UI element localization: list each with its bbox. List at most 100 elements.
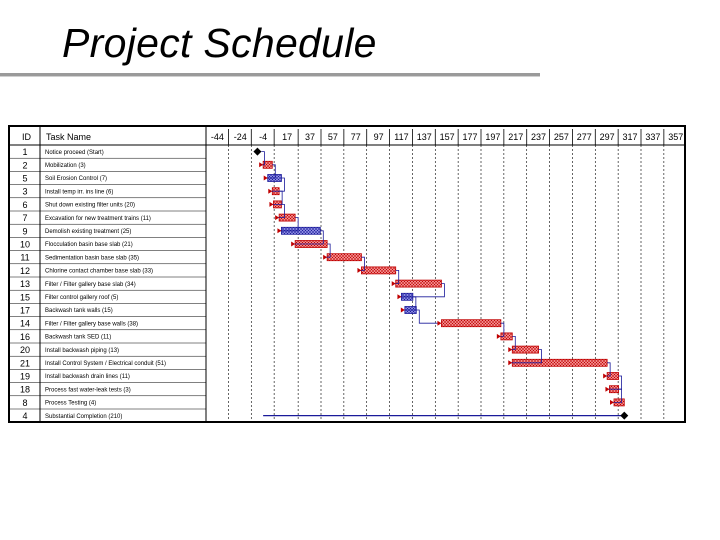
dependency-arrow xyxy=(400,307,405,313)
task-id: 16 xyxy=(20,332,30,342)
task-id: 20 xyxy=(20,345,30,355)
completion-milestone xyxy=(620,411,629,420)
dependency-link xyxy=(510,336,516,350)
x-tick-label: 197 xyxy=(485,132,500,142)
dependency-link xyxy=(605,362,611,377)
dependency-arrow xyxy=(275,215,280,221)
x-tick-label: 277 xyxy=(577,132,592,142)
task-id: 13 xyxy=(20,279,30,289)
critical-task-bar xyxy=(361,266,397,275)
x-tick-label: 257 xyxy=(554,132,569,142)
task-name: Process fast water-leak tests (3) xyxy=(45,387,131,393)
dependency-link xyxy=(393,270,400,284)
task-name: Filter / Filter gallery base slab (34) xyxy=(45,282,136,288)
task-id: 8 xyxy=(22,398,27,408)
task-id: 10 xyxy=(20,240,30,250)
dependency-link xyxy=(293,230,324,245)
x-tick-label: 37 xyxy=(305,132,315,142)
dependency-link xyxy=(265,164,276,179)
task-id: 21 xyxy=(20,358,30,368)
dependency-link xyxy=(498,322,505,337)
task-id: 12 xyxy=(20,266,30,276)
dependency-link xyxy=(271,190,283,205)
dependency-link xyxy=(270,177,285,192)
task-name: Flocculation basin base slab (21) xyxy=(45,242,133,248)
task-name: Filter control gallery roof (5) xyxy=(45,295,118,301)
milestone-marker xyxy=(253,147,262,156)
task-column-header: Task Name xyxy=(46,132,91,142)
dependency-arrow xyxy=(610,399,614,405)
task-name: Install temp irr. ins line (6) xyxy=(45,189,113,195)
x-tick-label: 77 xyxy=(351,132,361,142)
critical-task-bar xyxy=(511,345,539,354)
task-id: 4 xyxy=(22,411,27,421)
x-tick-label: -4 xyxy=(259,132,267,142)
x-tick-label: -44 xyxy=(211,132,224,142)
dependency-link xyxy=(510,349,542,364)
task-id: 17 xyxy=(20,306,30,316)
x-tick-label: 17 xyxy=(282,132,292,142)
task-name: Process Testing (4) xyxy=(45,401,96,407)
task-id: 9 xyxy=(22,226,27,236)
task-id: 15 xyxy=(20,292,30,302)
dependency-arrow xyxy=(263,175,268,181)
critical-task-bar xyxy=(395,279,442,288)
dependency-arrow xyxy=(268,188,273,194)
dependency-link xyxy=(325,243,331,258)
dependency-link xyxy=(416,309,440,324)
title-divider xyxy=(0,73,540,77)
task-id: 18 xyxy=(20,385,30,395)
dependency-arrow xyxy=(603,373,608,379)
task-id: 6 xyxy=(22,200,27,210)
critical-task-bar xyxy=(441,319,502,328)
task-name: Substantial Completion (210) xyxy=(45,414,122,420)
x-tick-label: -24 xyxy=(234,132,247,142)
dependency-arrow xyxy=(277,228,282,234)
task-name: Sedimentation basin base slab (35) xyxy=(45,255,139,261)
dependency-link xyxy=(277,204,285,218)
dependency-arrow xyxy=(291,241,296,247)
task-id: 5 xyxy=(22,174,27,184)
page-title: Project Schedule xyxy=(62,20,377,66)
x-tick-label: 297 xyxy=(600,132,615,142)
gantt-svg: ID Task Name -44 -24 -4 17 37 57 77 97 117 137 157 17… xyxy=(10,127,684,421)
dependency-link xyxy=(399,283,445,298)
dependency-link xyxy=(607,375,622,390)
x-tick-label: 217 xyxy=(508,132,523,142)
task-name: Install Control System / Electrical cond… xyxy=(45,361,166,367)
dependency-arrow xyxy=(605,386,610,392)
x-tick-label: 57 xyxy=(328,132,338,142)
task-id: 14 xyxy=(20,319,30,329)
task-id: 19 xyxy=(20,372,30,382)
task-id: 7 xyxy=(22,213,27,223)
task-name: Backwash tank SED (11) xyxy=(45,335,111,341)
task-name: Notice proceed (Start) xyxy=(45,150,104,156)
task-name: Excavation for new treatment trains (11) xyxy=(45,216,151,222)
task-name: Demolish existing treatment (25) xyxy=(45,229,131,235)
dependency-arrow xyxy=(508,347,513,353)
x-tick-label: 237 xyxy=(531,132,546,142)
dependency-arrow xyxy=(496,333,501,339)
task-id: 2 xyxy=(22,160,27,170)
x-tick-label: 117 xyxy=(394,132,408,142)
dependency-arrow xyxy=(259,162,264,168)
task-name: Backwash tank walls (15) xyxy=(45,308,113,314)
id-column-header: ID xyxy=(22,132,32,142)
dependency-arrow xyxy=(269,201,274,207)
gantt-chart: ID Task Name -44 -24 -4 17 37 57 77 97 117 137 157 17… xyxy=(8,125,686,423)
task-id: 11 xyxy=(20,253,29,263)
dependency-arrow xyxy=(508,360,513,366)
x-tick-label: 97 xyxy=(374,132,384,142)
x-tick-label: 177 xyxy=(462,132,477,142)
dependency-arrow xyxy=(391,281,396,287)
x-tick-label: 357 xyxy=(668,132,683,142)
task-name: Shut down existing filter units (20) xyxy=(45,203,135,209)
task-name: Filter / Filter gallery base walls (38) xyxy=(45,321,138,327)
x-tick-label: 317 xyxy=(622,132,637,142)
dependency-arrow xyxy=(437,320,442,326)
dependency-arrow xyxy=(357,267,362,273)
task-name: Chlorine contact chamber base slab (33) xyxy=(45,269,153,275)
dependency-link xyxy=(612,388,622,403)
dependency-arrow xyxy=(323,254,328,260)
x-tick-label: 137 xyxy=(417,132,432,142)
